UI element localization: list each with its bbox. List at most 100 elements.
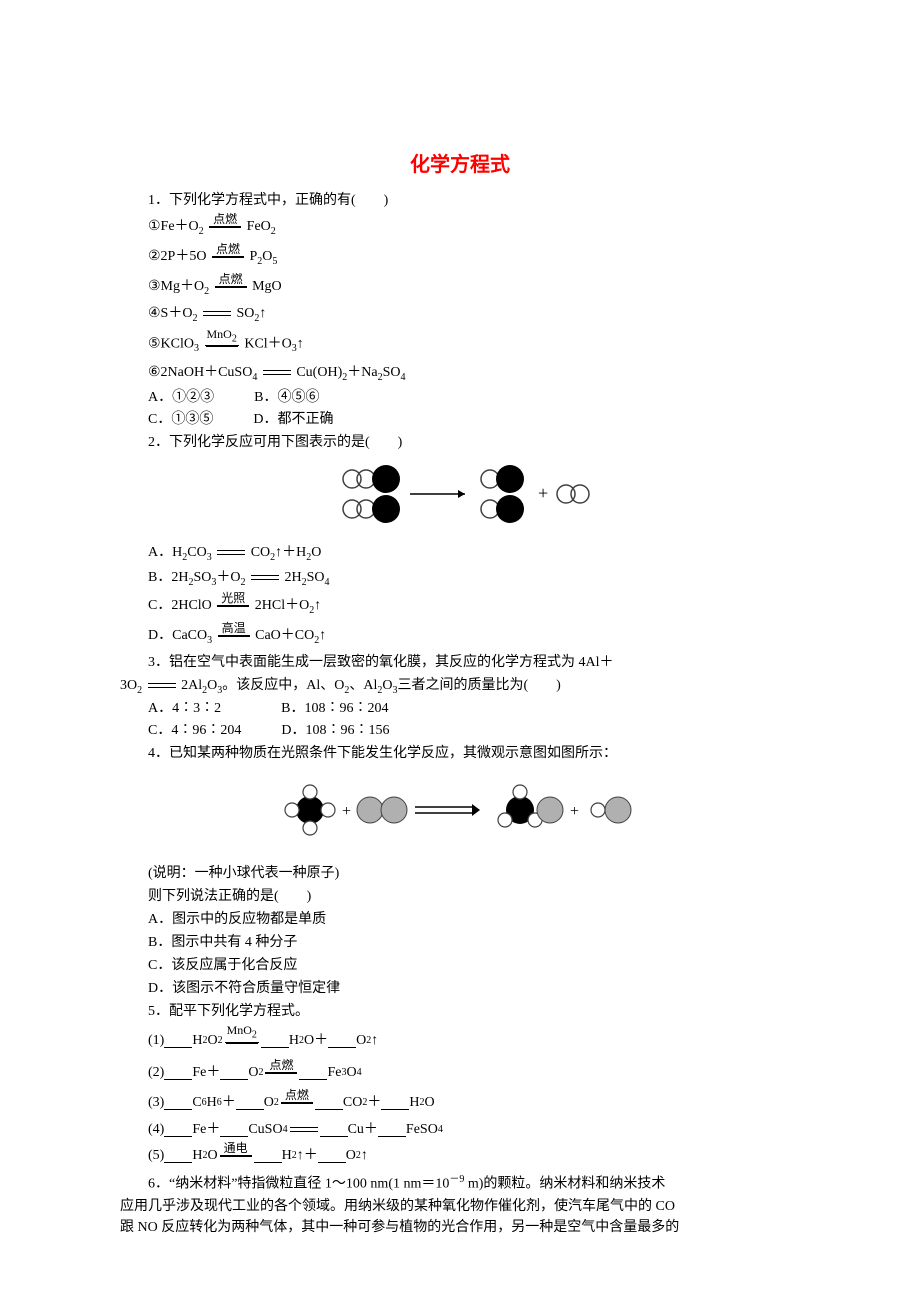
t: CO [343,1092,362,1113]
reaction-arrow: 点燃 [209,213,241,241]
t: H [192,1030,202,1051]
q1-eq2: ②2P＋5O 点燃 P2O5 [148,243,800,271]
t: ↑＋ [297,1145,318,1166]
text: SO [236,306,254,321]
sub: 4 [252,372,257,383]
t: O [248,1062,258,1083]
num: (4) [148,1119,164,1140]
t: O [356,1030,366,1051]
s: 2 [232,333,237,344]
cond: 点燃 [209,213,241,227]
text: 2H [284,570,301,585]
arrow: ↑ [259,306,266,321]
sub: 3 [194,343,199,354]
t: 、Al [349,678,377,693]
text: D．CaCO [148,628,207,643]
q4-diagram: + + [120,770,800,857]
t: ↑ [361,1145,368,1166]
blank [164,1122,192,1137]
reaction-arrow: 点燃 [215,273,247,301]
q4-stem: 4．已知某两种物质在光照条件下能发生化学反应，其微观示意图如图所示： [120,743,800,764]
blank [164,1033,192,1048]
q3-stem2: 3O2 2Al2O3。该反应中，Al、O2、Al2O3三者之间的质量比为( ) [120,675,800,698]
text: C．2HClO [148,598,212,613]
blank [220,1065,248,1080]
reaction-arrow: 点燃 [212,243,244,271]
t: O [346,1145,356,1166]
t: O＋ [304,1030,328,1051]
sub: 2 [271,226,276,237]
cond-bot [209,227,241,241]
equals [290,1127,318,1132]
text: ④S＋O [148,306,192,321]
blank [164,1095,192,1110]
equals [148,683,176,688]
blank [254,1148,282,1163]
opt-a: A．①②③ [148,390,214,405]
text: CaO＋CO [255,628,314,643]
cond-bot [212,257,244,271]
blank [320,1122,348,1137]
q5-stem: 5．配平下列化学方程式。 [120,1001,800,1022]
opt-b: B．108∶96∶204 [281,701,388,716]
t: FeSO [406,1119,438,1140]
q5-r4: (4) Fe＋ CuSO4 Cu＋ FeSO4 [148,1119,800,1140]
text: ⑥2NaOH＋CuSO [148,365,252,380]
text: CO [251,545,270,560]
s: 2 [258,1065,263,1080]
blank [315,1095,343,1110]
num: (2) [148,1062,164,1083]
t: ＋ [367,1092,381,1113]
text: SO [307,570,325,585]
cond: MnO2 [205,328,239,346]
cond: 点燃 [281,1089,313,1103]
blank [236,1095,264,1110]
cond-bot [215,287,247,301]
cond-bot [218,636,250,650]
sub: 2 [204,286,209,297]
q1-stem: 1．下列化学方程式中，正确的有( ) [120,190,800,211]
svg-text:+: + [570,803,579,820]
cond: 点燃 [265,1059,297,1073]
reaction-arrow: 点燃 [265,1059,297,1087]
opt-d: D．108∶96∶156 [281,723,389,738]
text: Cu(OH) [296,365,342,380]
arrow: ↑ [314,598,321,613]
cond-bot [281,1103,313,1117]
blank [381,1095,409,1110]
equals [203,311,231,316]
q6-line1: 6．“纳米材料”特指微粒直径 1～100 nm(1 nm＝10－9 m)的颗粒。… [120,1172,800,1195]
reaction-arrow: MnO2 [225,1024,259,1056]
reaction-arrow: 高温 [218,622,250,650]
t: Fe [327,1062,341,1083]
arrow: ↑ [297,336,304,351]
cond-bot [226,1043,258,1057]
blank [261,1033,289,1048]
svg-text:+: + [342,803,351,820]
opt-b: B．④⑤⑥ [254,390,319,405]
t: H [282,1145,292,1166]
text: ①Fe＋O [148,219,199,234]
num: (1) [148,1030,164,1051]
t: O [425,1092,435,1113]
text: 2HCl＋O [255,598,309,613]
t: O [264,1092,274,1113]
cond: MnO2 [225,1024,259,1042]
q4-opt-a: A．图示中的反应物都是单质 [120,909,800,930]
t: MnO [227,1023,252,1037]
t: ＋ [222,1092,236,1113]
q2-stem: 2．下列化学反应可用下图表示的是( ) [120,432,800,453]
s: 2 [274,1095,279,1110]
s: 2 [218,1033,223,1048]
cond: 点燃 [215,273,247,287]
text: ↑＋H [275,545,306,560]
s: 4 [357,1065,362,1080]
t: O [382,678,392,693]
t: O [207,678,217,693]
s: 2 [137,684,142,695]
q5-r2: (2) Fe＋ O2 点燃 Fe3O4 [148,1059,800,1087]
opt-c: C．①③⑤ [148,412,213,427]
t: H [409,1092,419,1113]
reaction-diagram-icon: + + [250,770,670,850]
blank [328,1033,356,1048]
